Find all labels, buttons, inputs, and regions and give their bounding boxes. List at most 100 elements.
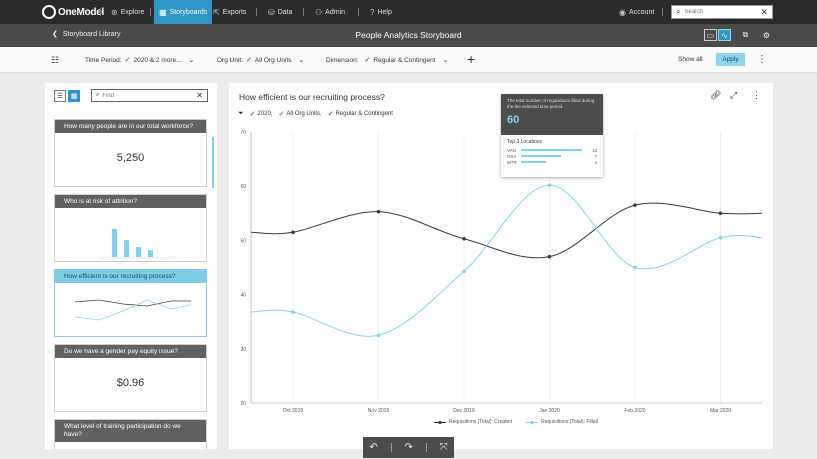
storyboard-tiles-panel: ☰ ▦ ⌕ ✕ How many people are in our total…: [45, 83, 217, 449]
attrition-mini-chart: [100, 229, 175, 259]
tooltip-description: The total number of requisitions filled …: [507, 98, 595, 109]
list-view-button[interactable]: ☰: [54, 90, 66, 102]
series-filled-point: [376, 333, 381, 338]
find-input[interactable]: [102, 92, 188, 99]
account-menu[interactable]: ◉ Account: [614, 0, 659, 24]
tile-title: Do we have a gender pay equity issue?: [55, 345, 206, 358]
nav-exports[interactable]: ⇱ Exports: [208, 0, 251, 24]
more-options-button[interactable]: ⋮: [757, 54, 767, 65]
chart-view-button[interactable]: ∿: [718, 29, 731, 41]
nav-divider: [662, 8, 663, 16]
filter-list-button[interactable]: ☷: [51, 55, 59, 66]
clear-search-icon[interactable]: ✕: [760, 6, 768, 17]
legend-label: Requisitions (Total): Filled: [541, 419, 599, 425]
nav-exports-label: Exports: [222, 8, 247, 16]
scrollbar[interactable]: [212, 137, 214, 188]
toolbar-divider: [425, 443, 427, 452]
tile-attrition[interactable]: Who is at risk of attrition?: [54, 194, 207, 262]
gear-icon: ⚙: [762, 30, 771, 40]
y-tick-label: 30: [240, 347, 246, 353]
location-name: MTR: [507, 159, 517, 165]
chip-time-label: 2020,: [257, 111, 273, 117]
undo-button[interactable]: ↶: [369, 442, 377, 453]
data-tooltip: The total number of requisitions filled …: [501, 94, 603, 177]
new-window-button[interactable]: ⧉: [739, 29, 752, 41]
nav-data[interactable]: ⛁ Data: [263, 0, 298, 24]
series-filled-line: [250, 184, 763, 337]
x-tick-label: Jan 2020: [539, 408, 560, 414]
location-value: 4: [594, 159, 597, 165]
tooltip-subtitle: Top 3 Locations: [507, 139, 543, 145]
chevron-left-icon: ❮: [52, 31, 58, 38]
time-period-filter[interactable]: Time Period: ✓ 2020 & 2 more... ⌄: [85, 56, 194, 65]
search-icon: ⌕: [676, 7, 681, 16]
location-bar: [521, 148, 582, 152]
account-label: Account: [628, 8, 655, 16]
nav-storyboards[interactable]: ▦ Storyboards: [154, 0, 213, 24]
grid-icon: ▦: [159, 7, 167, 17]
chevron-down-icon: ⌄: [442, 57, 449, 64]
apply-button[interactable]: Apply: [716, 53, 745, 66]
storyboard-title-bar: ❮ Storyboard Library People Analytics St…: [0, 24, 817, 47]
fullscreen-button[interactable]: ⤧: [440, 442, 448, 453]
tile-pay-equity[interactable]: Do we have a gender pay equity issue? $0…: [54, 344, 207, 412]
org-unit-filter[interactable]: Org Unit: ✓ All Org Units ⌄: [217, 56, 304, 65]
top-nav: OneModel ⊛ Explore ▦ Storyboards ⇱ Expor…: [0, 0, 817, 24]
series-created-point: [462, 236, 466, 241]
nav-storyboards-label: Storyboards: [169, 8, 208, 16]
legend-item-created[interactable]: Requisitions (Total): Created: [434, 419, 512, 425]
location-bar: [521, 154, 561, 158]
series-created-point: [718, 211, 723, 216]
chart-more-button[interactable]: ⋮: [752, 90, 761, 101]
settings-button[interactable]: ⚙: [760, 29, 773, 41]
undo-icon: ↶: [369, 442, 378, 453]
x-tick-label: Feb 2020: [624, 408, 645, 414]
nav-divider: [303, 8, 304, 16]
nav-help-label: Help: [377, 8, 392, 16]
dimension-filter[interactable]: Dimension: ✓ Regular & Contingent ⌄: [326, 56, 449, 65]
tile-kpi-value: 5,250: [116, 152, 145, 164]
series-created-point: [547, 254, 552, 259]
nav-explore[interactable]: ⊛ Explore: [106, 0, 149, 24]
expand-button[interactable]: ⤢: [730, 90, 737, 101]
logo-text: OneModel: [58, 6, 104, 18]
tooltip-location-row: MTR 4: [501, 159, 603, 165]
back-to-library-link[interactable]: ❮ Storyboard Library: [52, 30, 121, 39]
nav-divider: [256, 8, 257, 16]
add-filter-button[interactable]: +: [467, 51, 475, 67]
help-icon: ?: [370, 7, 375, 17]
global-search[interactable]: ⌕ ✕: [671, 5, 773, 19]
tile-workforce[interactable]: How many people are in our total workfor…: [54, 119, 207, 187]
filter-funnel-icon: ⏷: [238, 110, 244, 117]
chip-time: ✓ 2020,: [250, 110, 273, 118]
search-input[interactable]: [684, 9, 755, 15]
nav-help[interactable]: ? Help: [365, 0, 397, 24]
onemodel-logo[interactable]: OneModel: [42, 4, 104, 20]
tile-recruiting[interactable]: How efficient is our recruiting process?: [54, 269, 207, 337]
layout-view-button[interactable]: ▭: [704, 29, 717, 41]
bottom-toolbar: ↶ ↷ ⤧: [363, 437, 454, 458]
org-unit-label: Org Unit:: [217, 56, 244, 64]
check-icon: ✓: [124, 57, 131, 64]
logo-ring-icon: [42, 5, 56, 19]
legend-item-filled[interactable]: Requisitions (Total): Filled: [526, 419, 598, 425]
find-field[interactable]: ⌕ ✕: [91, 89, 208, 102]
nav-explore-label: Explore: [120, 8, 145, 16]
tile-training[interactable]: What level of training participation do …: [54, 419, 207, 449]
show-all-link[interactable]: Show all: [678, 56, 703, 63]
org-unit-value: All Org Units: [254, 56, 292, 64]
layout-icon: ▭: [706, 30, 715, 40]
x-tick-label: Oct 2019: [283, 408, 304, 414]
nav-admin[interactable]: ⚇ Admin: [310, 0, 350, 24]
back-label: Storyboard Library: [62, 30, 121, 38]
filter-list-icon: ☷: [51, 55, 60, 65]
search-icon: ⌕: [96, 92, 100, 98]
clear-find-icon[interactable]: ✕: [196, 91, 203, 100]
time-period-value: 2020 & 2 more...: [133, 56, 182, 64]
redo-button[interactable]: ↷: [405, 442, 413, 453]
link-button[interactable]: 🔗︎: [710, 90, 721, 101]
grid-view-button[interactable]: ▦: [68, 90, 80, 102]
dimension-value: Regular & Contingent: [373, 56, 436, 64]
kebab-icon: ⋮: [757, 54, 767, 65]
location-bar: [521, 160, 546, 164]
